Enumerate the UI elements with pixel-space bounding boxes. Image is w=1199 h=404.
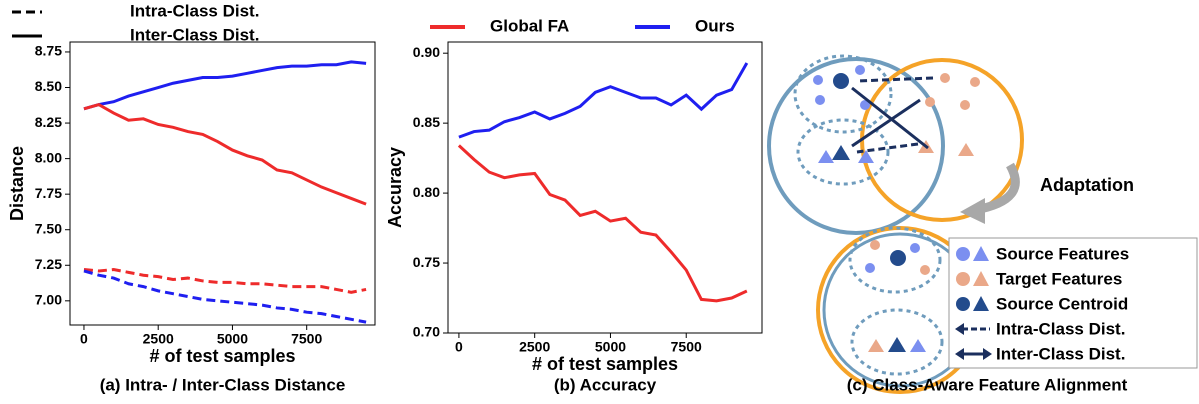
x-tick-label: 0	[455, 339, 463, 355]
y-tick-label: 8.75	[35, 43, 62, 59]
legend-label: Inter-Class Dist.	[130, 25, 259, 44]
y-axis-label: Accuracy	[385, 147, 405, 228]
x-axis-label: # of test samples	[149, 346, 295, 366]
x-tick-label: 2500	[519, 339, 550, 355]
y-tick-label: 0.75	[413, 254, 440, 270]
centroid	[833, 73, 849, 89]
legend-label: Global FA	[490, 16, 569, 35]
series-line	[457, 144, 748, 303]
class-cluster	[793, 54, 893, 134]
feature	[958, 143, 974, 156]
legend-label: Ours	[695, 16, 735, 35]
intra-arrow	[856, 76, 934, 83]
legend-label: Source Features	[996, 244, 1129, 263]
y-tick-label: 0.80	[413, 184, 440, 200]
feature	[865, 263, 875, 273]
feature	[925, 97, 935, 107]
feature	[858, 150, 874, 163]
feature	[910, 339, 926, 352]
y-tick-label: 8.25	[35, 114, 62, 130]
legend-symbol	[955, 323, 964, 335]
legend-label: Inter-Class Dist.	[996, 344, 1125, 363]
feature	[870, 240, 880, 250]
y-tick-label: 7.25	[35, 256, 62, 272]
diagram: Source Features Target Features Source C…	[767, 54, 1198, 394]
plot-frame	[447, 41, 763, 334]
centroid	[890, 250, 906, 266]
y-tick-label: 7.50	[35, 220, 62, 236]
legend-symbol	[973, 246, 989, 261]
inter-arrow	[851, 98, 921, 148]
caption: (a) Intra- / Inter-Class Distance	[100, 375, 346, 394]
x-tick-label: 0	[80, 331, 88, 347]
feature	[860, 100, 870, 110]
y-tick-label: 0.70	[413, 324, 440, 340]
y-tick-label: 7.00	[35, 292, 62, 308]
source-domain	[767, 57, 945, 235]
x-tick-label: 7500	[671, 339, 702, 355]
feature	[818, 150, 834, 163]
legend-label: Target Features	[996, 269, 1122, 288]
legend-symbol	[983, 348, 992, 360]
inter-arrow	[851, 86, 929, 150]
x-tick-label: 7500	[291, 331, 322, 347]
y-tick-label: 8.00	[35, 149, 62, 165]
adaptation-arrow	[974, 162, 1020, 215]
class-cluster	[850, 308, 944, 376]
y-tick-label: 0.85	[413, 114, 440, 130]
legend-label: Intra-Class Dist.	[996, 319, 1125, 338]
feature	[940, 73, 950, 83]
series-line	[83, 102, 367, 206]
x-tick-label: 5000	[595, 339, 626, 355]
feature	[855, 65, 865, 75]
series-line	[83, 269, 367, 324]
series-line	[83, 268, 367, 294]
legend-box	[948, 237, 1198, 369]
x-tick-label: 5000	[217, 331, 248, 347]
adaptation-arrowhead	[960, 198, 985, 224]
centroid	[832, 145, 850, 160]
feature	[815, 95, 825, 105]
y-tick-label: 7.75	[35, 185, 62, 201]
caption: (c) Class-Aware Feature Alignment	[847, 375, 1128, 394]
feature	[868, 339, 884, 352]
legend-symbol	[956, 272, 970, 286]
x-axis-label: # of test samples	[532, 354, 678, 374]
series-line	[83, 60, 367, 111]
y-tick-label: 8.50	[35, 78, 62, 94]
legend-symbol	[973, 296, 989, 311]
series-line	[458, 62, 749, 139]
y-tick-label: 0.90	[413, 44, 440, 60]
feature	[813, 75, 823, 85]
caption: (b) Accuracy	[554, 375, 657, 394]
y-axis-label: Distance	[7, 146, 27, 221]
feature	[970, 77, 980, 87]
legend-symbol	[973, 271, 989, 286]
plot-frame	[69, 41, 376, 326]
feature	[960, 100, 970, 110]
legend-symbol	[956, 297, 970, 311]
legend-label: Intra-Class Dist.	[130, 1, 259, 20]
legend-label: Source Centroid	[996, 294, 1128, 313]
class-cluster	[796, 118, 890, 186]
feature	[920, 265, 930, 275]
legend-symbol	[955, 348, 964, 360]
feature	[910, 243, 920, 253]
x-tick-label: 2500	[143, 331, 174, 347]
class-cluster	[848, 226, 942, 294]
adaptation-label: Adaptation	[1040, 175, 1134, 195]
centroid	[888, 337, 906, 352]
legend-symbol	[956, 247, 970, 261]
